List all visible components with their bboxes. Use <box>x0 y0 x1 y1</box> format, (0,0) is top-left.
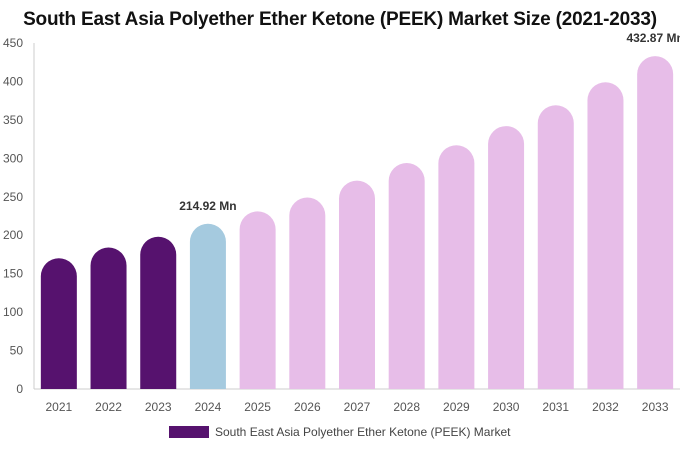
y-tick-label: 200 <box>3 228 23 242</box>
y-tick-label: 250 <box>3 190 23 204</box>
x-tick-label: 2026 <box>294 400 321 414</box>
bar-layer <box>40 56 674 390</box>
bar-2032 <box>587 82 624 390</box>
y-tick-label: 400 <box>3 74 23 88</box>
x-tick-label: 2027 <box>344 400 371 414</box>
x-tick-label: 2030 <box>493 400 520 414</box>
x-tick-label: 2029 <box>443 400 470 414</box>
bar-2025 <box>239 211 276 389</box>
axis-layer: 0 50 100 150 200 250 300 350 400 450 2021 2022 2023 2… <box>3 36 680 414</box>
bar-2029 <box>438 145 475 389</box>
x-tick-label: 2025 <box>244 400 271 414</box>
y-tick-label: 100 <box>3 305 23 319</box>
data-label: 214.92 Mn <box>179 199 236 213</box>
x-tick-label: 2028 <box>393 400 420 414</box>
y-tick-label: 150 <box>3 267 23 281</box>
x-tick-label: 2021 <box>45 400 72 414</box>
bar-2028 <box>388 162 425 389</box>
legend-swatch <box>169 426 209 438</box>
bar-2027 <box>339 180 375 389</box>
bar-2022 <box>90 247 127 389</box>
x-tick-label: 2033 <box>642 400 669 414</box>
x-tick-label: 2032 <box>592 400 619 414</box>
x-tick-label: 2024 <box>195 400 222 414</box>
bar-2030 <box>488 126 525 389</box>
x-tick-label: 2022 <box>95 400 122 414</box>
bar-2024 <box>189 223 226 389</box>
y-tick-label: 350 <box>3 113 23 127</box>
bar-2033 <box>637 56 674 389</box>
y-tick-label: 0 <box>16 382 23 396</box>
label-layer: 214.92 Mn 432.87 Mn <box>179 31 680 213</box>
data-label: 432.87 Mn <box>626 31 680 45</box>
y-tick-label: 300 <box>3 151 23 165</box>
x-tick-label: 2023 <box>145 400 172 414</box>
legend-label: South East Asia Polyether Ether Ketone (… <box>215 425 511 439</box>
chart-title: South East Asia Polyether Ether Ketone (… <box>23 9 657 30</box>
legend: South East Asia Polyether Ether Ketone (… <box>169 425 510 439</box>
y-tick-label: 50 <box>10 344 24 358</box>
bar-2023 <box>140 236 177 389</box>
x-tick-label: 2031 <box>542 400 569 414</box>
y-tick-label: 450 <box>3 36 23 50</box>
bar-2026 <box>289 197 326 389</box>
bar-2021 <box>40 258 77 389</box>
bar-2031 <box>537 105 574 389</box>
